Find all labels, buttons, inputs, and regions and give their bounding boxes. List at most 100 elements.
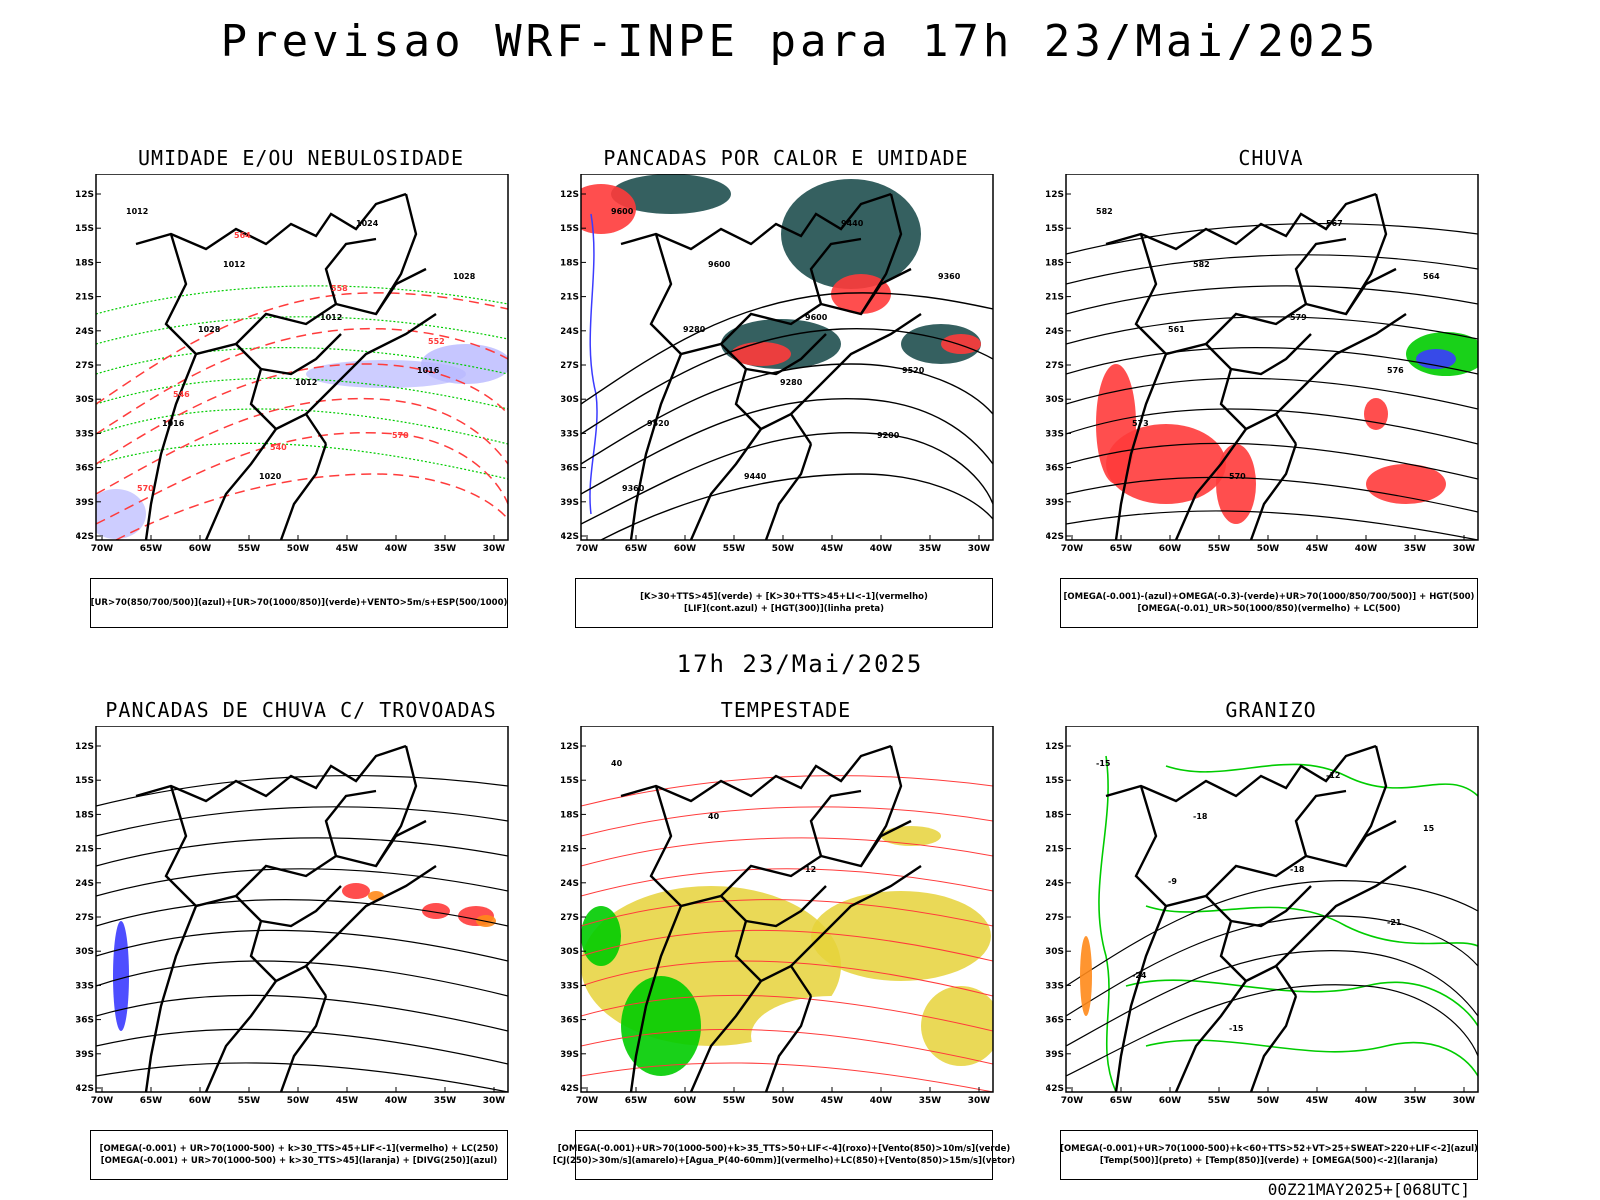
contour-label: 9280 (683, 325, 706, 334)
map-frame (95, 174, 509, 541)
contour-label: 1020 (259, 472, 282, 481)
legend-box: [OMEGA(-0.001)+UR>70(1000-500)+k<60+TTS>… (1060, 1130, 1478, 1180)
jet-area-3 (881, 826, 941, 846)
legend-box: [OMEGA(-0.001) + UR>70(1000-500) + k>30_… (90, 1130, 508, 1180)
contour-label: -18 (1290, 865, 1305, 874)
legend-line: [Temp(500)](preto) + [Temp(850)](verde) … (1099, 1156, 1439, 1166)
lat-label: 27S (76, 913, 94, 923)
lc250-streamline-9 (96, 1062, 508, 1092)
map-frame (580, 174, 994, 541)
storms-area-2 (342, 883, 370, 899)
lon-label: 45W (1306, 1096, 1329, 1106)
country-border-6 (764, 995, 813, 1092)
contour-label: -15 (1096, 759, 1111, 768)
lon-label: 70W (576, 544, 599, 554)
country-border-3 (689, 428, 762, 540)
country-border-4 (305, 313, 437, 415)
lat-label: 24S (561, 327, 579, 337)
contour-label: 582 (1193, 260, 1210, 269)
contour-label: 1024 (356, 219, 379, 228)
contour-label: 558 (331, 284, 348, 293)
lon-label: 50W (1257, 1096, 1280, 1106)
lat-label: 42S (561, 532, 579, 542)
country-border-0 (135, 744, 407, 803)
country-border-7 (144, 905, 198, 1092)
contour-label: 546 (173, 390, 190, 399)
lat-label: 30S (1046, 947, 1064, 957)
contour-label: 9520 (902, 366, 925, 375)
lat-label: 12S (561, 742, 579, 752)
lon-label: 50W (1257, 544, 1280, 554)
contour-label: 570 (137, 484, 154, 493)
thickness-contour-0 (96, 432, 508, 525)
lat-label: 27S (76, 361, 94, 371)
panel-title: TEMPESTADE (720, 698, 852, 722)
humid-mid-area-2 (96, 489, 146, 539)
temp850-contour-0 (1098, 755, 1117, 1092)
storms-area-1 (422, 903, 450, 919)
contour-label: 1016 (417, 366, 440, 375)
lon-label: 45W (821, 1096, 844, 1106)
rain-area-3 (1366, 464, 1446, 504)
lat-label: 18S (1046, 258, 1064, 268)
map-plot: 582 582 579 576 573 570 567 564 561 12S 15S 18S 21S 2… (1046, 174, 1479, 554)
lat-label: 33S (1046, 981, 1064, 991)
country-border-0 (135, 192, 407, 251)
contour-label: 12 (805, 865, 816, 874)
lon-label: 40W (385, 1096, 408, 1106)
panel-title: CHUVA (1238, 146, 1304, 170)
map-plot: 12S 15S 18S 21S 24S 27S 30S 33S 36S 39S 42S 70W 65W 6… (76, 726, 509, 1106)
legend-box: [UR>70(850/700/500)](azul)+[UR>70(1000/8… (90, 578, 508, 628)
lc850-streamline-9 (581, 1062, 993, 1092)
panel-tempestade: TEMPESTADE 40 40 12 12S 15S 18S 21S 24S 27S 30S 33S… (553, 698, 1015, 1180)
lon-label: 65W (140, 544, 163, 554)
lon-label: 30W (483, 544, 506, 554)
lat-label: 39S (561, 1050, 579, 1060)
lc250-streamline-4 (96, 899, 508, 927)
lat-label: 27S (561, 913, 579, 923)
lat-label: 42S (561, 1084, 579, 1094)
humid-low-contour-0 (96, 285, 508, 315)
panel-granizo: GRANIZO -15 -18 -18 -21 -24 -15 -12 15 -9 12S 15S 18… (1046, 698, 1496, 1180)
humid-low-contour-3 (96, 377, 508, 410)
lc250-streamline-6 (96, 960, 508, 997)
contour-label: 40 (708, 812, 720, 821)
country-border-4 (790, 313, 922, 415)
contour-label: 567 (1326, 219, 1343, 228)
map-frame (580, 726, 994, 1093)
lon-label: 65W (1110, 544, 1133, 554)
lat-label: 15S (561, 224, 579, 234)
lat-label: 39S (76, 1050, 94, 1060)
country-border-7 (629, 353, 683, 540)
country-border-5 (745, 333, 827, 376)
country-border-4 (305, 865, 437, 967)
hgt300-contour-2 (581, 363, 993, 465)
lat-label: 15S (561, 776, 579, 786)
contour-label: 9440 (744, 472, 767, 481)
lon-label: 40W (1355, 544, 1378, 554)
lat-label: 21S (1046, 293, 1064, 303)
legend-box: [OMEGA(-0.001)+UR>70(1000-500)+k>35_TTS>… (553, 1130, 1015, 1180)
instab-li-area-1 (731, 342, 791, 366)
lat-label: 12S (1046, 742, 1064, 752)
lat-label: 39S (1046, 498, 1064, 508)
contour-label: 1028 (453, 272, 476, 281)
map-frame (95, 726, 509, 1093)
lc850-streamline-1 (581, 806, 993, 837)
contour-label: 1012 (295, 378, 317, 387)
country-border-0 (620, 744, 892, 803)
lon-label: 60W (674, 1096, 697, 1106)
lat-label: 15S (76, 224, 94, 234)
country-border-9 (1294, 237, 1347, 305)
legend-line: [LIF](cont.azul) + [HGT(300)](linha pret… (683, 604, 885, 614)
lat-label: 39S (561, 498, 579, 508)
country-border-7 (1114, 353, 1168, 540)
hgt300-contour-1 (581, 397, 993, 495)
lat-label: 12S (561, 190, 579, 200)
country-border-3 (689, 980, 762, 1092)
instab-area-0 (611, 174, 731, 214)
lat-label: 18S (76, 258, 94, 268)
legend-line: [OMEGA(-0.01)_UR>50(1000/850)(vermelho) … (1137, 604, 1401, 614)
lat-label: 18S (1046, 810, 1064, 820)
lon-label: 55W (1208, 544, 1231, 554)
